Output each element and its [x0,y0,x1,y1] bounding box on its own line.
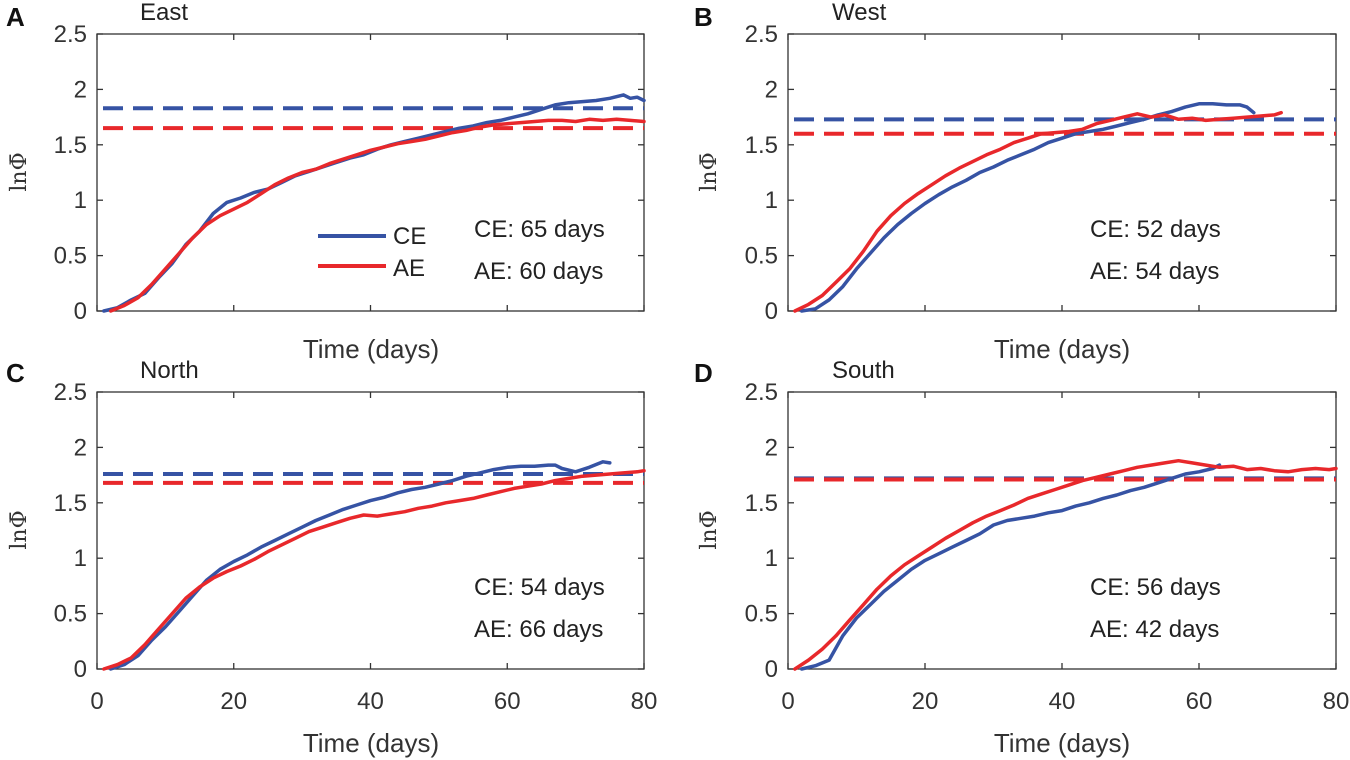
y-tick-label: 0.5 [745,601,778,628]
panel-title: East [140,0,188,26]
y-tick-label: 0.5 [745,243,778,270]
y-tick-label: 0.5 [54,243,87,270]
series-line-ce [799,463,1222,671]
annotation-ce-days: CE: 65 days [474,216,605,243]
x-tick-label: 40 [357,688,384,715]
y-tick-label: 2.5 [745,21,778,48]
series-line-ae [102,468,646,671]
annotation-ae-days: AE: 66 days [474,616,603,643]
legend: CE AE [318,223,426,282]
panel-title: West [832,0,887,26]
x-axis-label: Time (days) [303,334,439,364]
series-line-ae [793,458,1338,671]
y-tick-label: 2.5 [54,21,87,48]
x-tick-label: 40 [1049,688,1076,715]
y-tick-label: 2.5 [54,379,87,406]
y-tick-label: 0 [765,656,778,683]
panel-label: B [694,2,713,32]
y-axis-label: lnΦ̄ [7,510,32,549]
legend-label-ae: AE [393,255,425,282]
y-tick-label: 2 [765,434,778,461]
annotation-ce-days: CE: 56 days [1090,574,1221,601]
y-axis-label: lnΦ̄ [697,510,722,549]
x-axis-label: Time (days) [994,334,1130,364]
y-tick-label: 2 [74,76,87,103]
x-axis-label: Time (days) [303,728,439,758]
x-tick-label: 20 [220,688,247,715]
series-line-ae [793,110,1283,313]
annotation-ce-days: CE: 54 days [474,574,605,601]
y-tick-label: 1.5 [54,132,87,159]
x-tick-label: 0 [90,688,103,715]
panel-label: D [694,358,713,388]
panel-west: B West lnΦ̄ Time (days) 0 0.5 1 1.5 2 2.5 CE:… [694,0,1337,364]
x-tick-label: 80 [1323,688,1350,715]
annotation-ce-days: CE: 52 days [1090,216,1221,243]
panel-label: A [6,2,25,32]
y-tick-label: 0 [74,656,87,683]
y-tick-label: 2 [74,434,87,461]
y-tick-label: 1 [765,545,778,572]
panel-south: D South lnΦ̄ Time (days) 0 0.5 1 1.5 2 2.5 0 20… [694,357,1349,758]
y-tick-label: 1.5 [54,490,87,517]
annotation-ae-days: AE: 60 days [474,258,603,285]
y-axis-label: lnΦ̄ [697,152,722,191]
plot-area: 0 0.5 1 1.5 2 2.5 [54,21,646,325]
axes-frame [787,391,1337,670]
y-axis-label: lnΦ̄ [7,152,32,191]
x-tick-label: 20 [912,688,939,715]
y-tick-label: 1 [74,187,87,214]
panel-title: North [140,357,199,384]
y-tick-label: 0.5 [54,601,87,628]
x-tick-label: 60 [494,688,521,715]
y-tick-label: 1.5 [745,132,778,159]
annotation-ae-days: AE: 42 days [1090,616,1219,643]
plot-area: 0 0.5 1 1.5 2 2.5 0 20 40 60 80 [54,379,658,715]
legend-label-ce: CE [393,223,426,250]
x-tick-label: 0 [781,688,794,715]
plot-area: 0 0.5 1 1.5 2 2.5 [745,21,1337,325]
x-tick-label: 80 [631,688,658,715]
x-tick-label: 60 [1186,688,1213,715]
axes-frame [787,33,1337,312]
y-tick-label: 2.5 [745,379,778,406]
x-axis-label: Time (days) [994,728,1130,758]
panel-title: South [832,357,895,384]
y-tick-label: 0 [74,298,87,325]
y-tick-label: 2 [765,76,778,103]
series-line-ce [799,102,1256,313]
y-tick-label: 1 [74,545,87,572]
annotation-ae-days: AE: 54 days [1090,258,1219,285]
y-tick-label: 1 [765,187,778,214]
plot-area: 0 0.5 1 1.5 2 2.5 0 20 40 60 80 [745,379,1350,715]
panel-label: C [6,358,25,388]
y-tick-label: 1.5 [745,490,778,517]
y-tick-label: 0 [765,298,778,325]
series-line-ae [108,117,646,313]
panel-north: C North lnΦ̄ Time (days) 0 0.5 1 1.5 2 2.5 0 20… [6,357,657,758]
panel-east: A East lnΦ̄ Time (days) 0 0.5 1 1.5 2 2.5 CE … [6,0,646,364]
